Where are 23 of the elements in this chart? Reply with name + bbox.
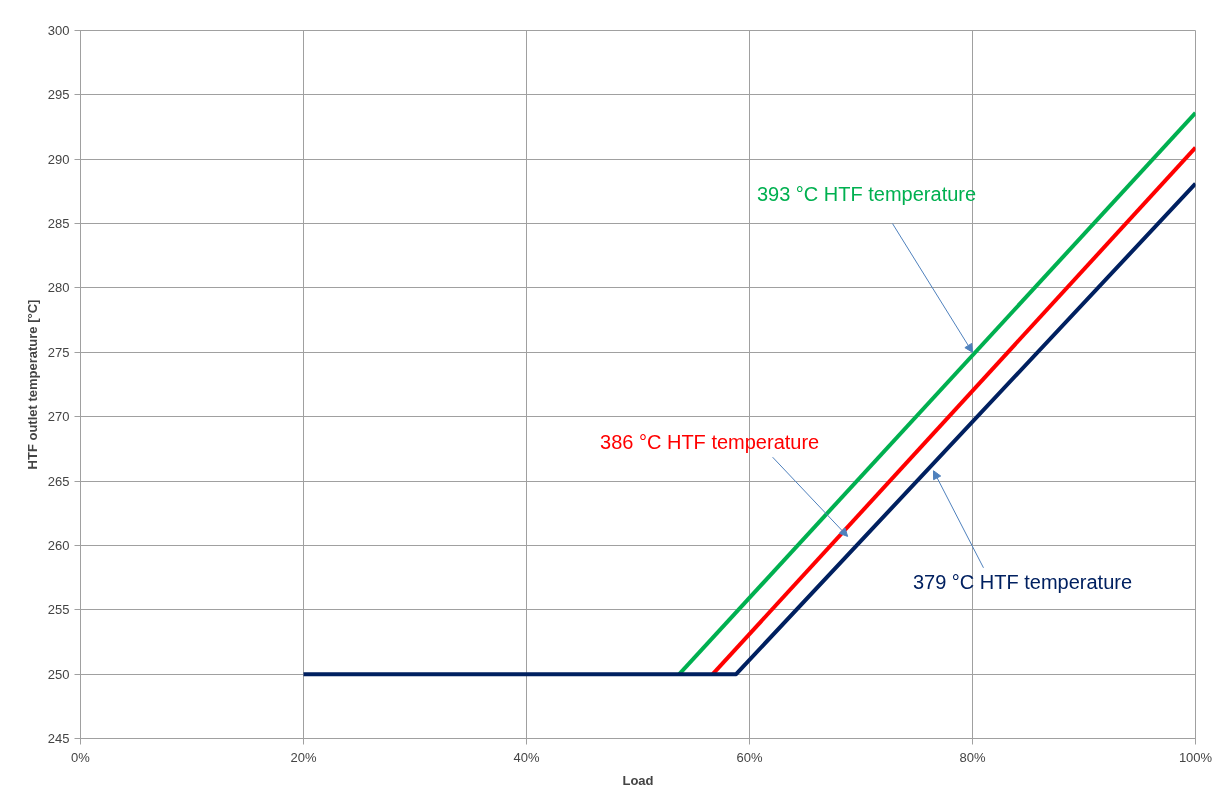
annotation: 386 °C HTF temperature xyxy=(600,431,820,454)
y-tick-label: 255 xyxy=(47,602,70,618)
x-tick-label: 0% xyxy=(71,749,91,765)
y-tick-label: 295 xyxy=(47,87,70,103)
y-tick-label: 245 xyxy=(47,731,70,746)
y-tick-label: 285 xyxy=(47,216,70,232)
x-tick-label: 20% xyxy=(290,749,317,765)
x-tick-label: 100% xyxy=(1178,749,1213,765)
y-tick-label: 260 xyxy=(47,537,70,553)
y-tick-label: 265 xyxy=(47,473,70,489)
y-axis-title: HTF outlet temperature [°C] xyxy=(24,299,40,470)
x-tick-label: 80% xyxy=(959,749,986,765)
y-tick-label: 280 xyxy=(47,280,70,296)
annotation: 379 °C HTF temperature xyxy=(912,570,1133,593)
x-tick-label: 60% xyxy=(736,749,763,765)
y-tick-label: 250 xyxy=(47,666,70,682)
y-tick-label: 275 xyxy=(47,344,70,360)
x-axis-title: Load xyxy=(622,772,654,788)
annotation: 393 °C HTF temperature xyxy=(756,182,977,205)
x-tick-label: 40% xyxy=(513,749,540,765)
y-tick-label: 300 xyxy=(47,23,70,38)
y-tick-label: 270 xyxy=(47,409,70,425)
y-tick-label: 290 xyxy=(47,151,70,167)
